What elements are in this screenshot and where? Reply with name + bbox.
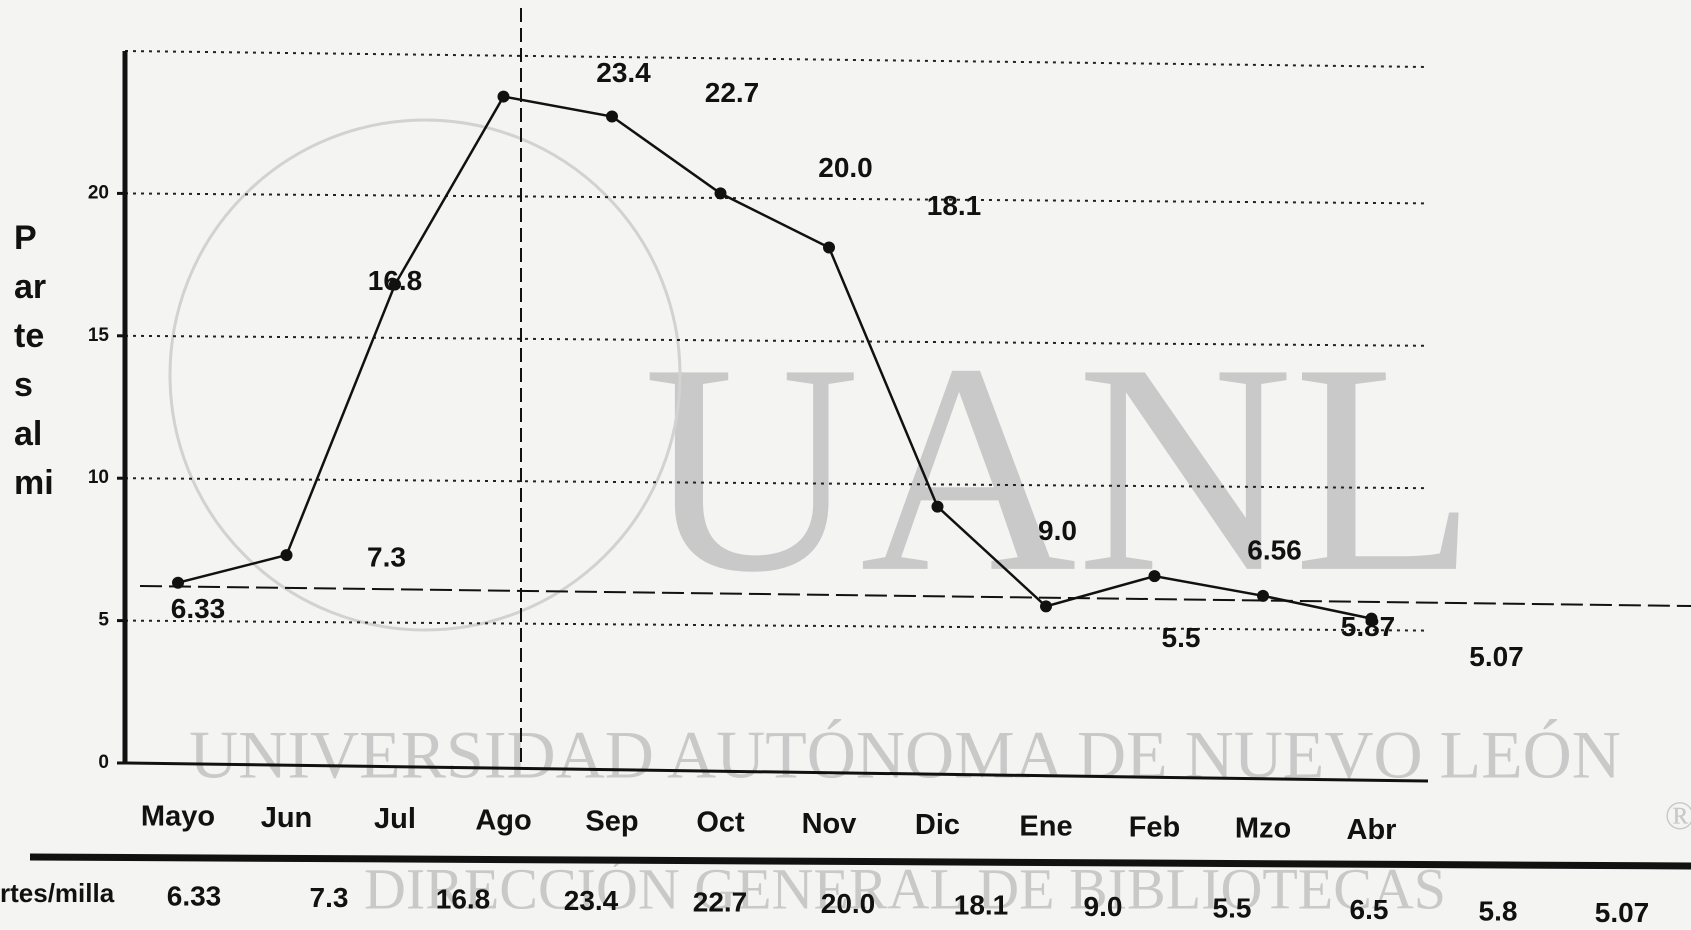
data-label: 20.0 — [818, 152, 873, 183]
data-label: 7.3 — [367, 541, 406, 572]
data-label: 23.4 — [596, 57, 651, 88]
y-axis-label: mi — [14, 464, 54, 502]
data-label: 5.07 — [1469, 641, 1524, 672]
y-tick-label: 10 — [88, 467, 109, 488]
line — [177, 95, 1372, 620]
data-point — [389, 278, 401, 291]
x-tick-label: Jul — [374, 803, 416, 835]
table-cell: 6.5 — [1350, 894, 1389, 925]
y-axis-label: te — [14, 317, 44, 355]
x-tick-label: Jun — [261, 802, 313, 834]
table-cell: 5.8 — [1479, 895, 1518, 926]
table-cell: 18.1 — [954, 889, 1009, 920]
data-point — [1257, 589, 1269, 602]
x-tick-label: Sep — [585, 805, 638, 837]
data-point — [497, 90, 510, 103]
table-cell: 7.3 — [310, 882, 349, 913]
data-point — [931, 500, 944, 513]
data-point — [606, 110, 618, 123]
data-point — [1365, 612, 1378, 625]
data-point — [1148, 570, 1161, 583]
grid-line — [124, 477, 1429, 490]
table-label: rtes/milla — [0, 878, 115, 908]
x-tick-label: Feb — [1129, 811, 1181, 843]
watermark-big: UANL — [643, 302, 1476, 634]
grid-line — [124, 334, 1429, 347]
seal — [168, 118, 682, 632]
data-label: 9.0 — [1038, 515, 1077, 546]
y-axis-label: s — [14, 366, 33, 404]
x-tick-label: Oct — [696, 807, 745, 839]
table-cell: 23.4 — [564, 885, 619, 916]
table-rule — [29, 853, 1691, 870]
data-label: 22.7 — [705, 77, 760, 108]
x-tick-label: Nov — [802, 808, 857, 840]
table-cell: 16.8 — [436, 883, 491, 914]
y-axis-label: ar — [14, 268, 46, 306]
data-label: 18.1 — [927, 190, 982, 221]
table-cell: 20.0 — [821, 888, 876, 919]
x-tick-label: Abr — [1347, 814, 1397, 846]
data-label: 5.5 — [1162, 622, 1201, 653]
y-axis-label: P — [14, 219, 37, 257]
table-cell: 22.7 — [693, 886, 748, 917]
data-point — [1040, 600, 1052, 613]
table-cell: 6.33 — [167, 880, 222, 911]
x-axis — [124, 761, 1429, 783]
x-tick-label: Ago — [475, 804, 531, 836]
grid-line — [124, 192, 1429, 205]
horizontal-reference — [139, 585, 1691, 607]
data-label: 16.8 — [368, 265, 423, 296]
data-point — [280, 549, 293, 562]
grid-line — [124, 50, 1429, 68]
watermark-mark: ® — [1665, 793, 1691, 838]
x-tick-label: Ene — [1019, 810, 1072, 842]
data-label: 6.56 — [1247, 535, 1302, 566]
x-tick-label: Mzo — [1235, 813, 1291, 845]
table-cell: 9.0 — [1084, 891, 1123, 922]
y-axis-label: al — [14, 415, 42, 453]
y-tick-label: 15 — [88, 325, 110, 346]
y-tick-label: 0 — [98, 752, 109, 773]
x-tick-label: Dic — [915, 809, 960, 841]
data-point — [823, 241, 835, 254]
grid-line — [124, 619, 1429, 632]
table-cell: 5.07 — [1595, 897, 1650, 928]
table-cell: 5.5 — [1213, 892, 1252, 923]
data-point — [172, 576, 184, 589]
y-tick-label: 5 — [98, 610, 109, 631]
data-label: 6.33 — [171, 593, 226, 624]
x-tick-label: Mayo — [141, 801, 215, 833]
y-tick-label: 20 — [88, 182, 109, 203]
data-point — [714, 187, 727, 200]
